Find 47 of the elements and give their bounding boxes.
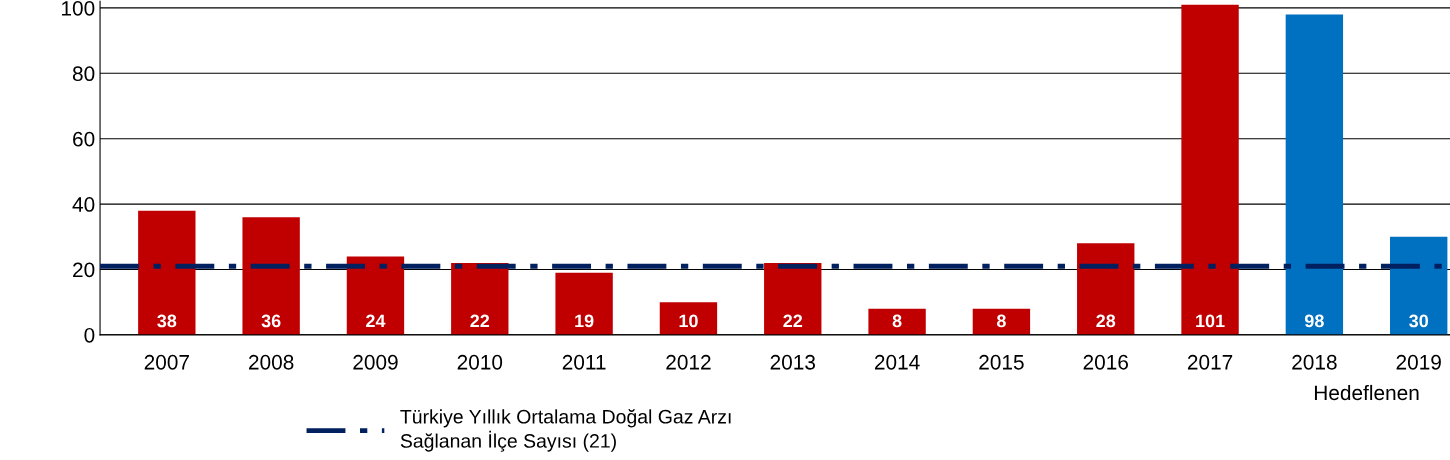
data-label: 101 — [1196, 314, 1225, 328]
bar — [1077, 243, 1135, 335]
data-label: 38 — [157, 314, 177, 328]
y-tick-label: 40 — [72, 197, 95, 212]
x-tick-label: 2008 — [249, 354, 294, 370]
bar — [1285, 14, 1344, 335]
x-tick-label: 2013 — [770, 354, 816, 370]
data-label: 19 — [575, 314, 594, 328]
x-tick-label: 2018 — [1292, 354, 1337, 370]
bar — [764, 262, 822, 335]
x-tick-label: 2014 — [874, 354, 920, 370]
data-label: 24 — [366, 314, 386, 328]
x-tick-label: 2011 — [562, 354, 606, 370]
x-tick-label: 2012 — [666, 354, 711, 370]
bar — [972, 308, 1031, 335]
data-label: 10 — [679, 314, 698, 328]
x-tick-label: 2015 — [979, 354, 1024, 370]
data-label: 98 — [1304, 314, 1324, 328]
bar — [555, 272, 613, 335]
text: Hedeflenen — [1314, 384, 1419, 401]
y-tick-label: 60 — [73, 131, 95, 147]
y-tick-label: 20 — [73, 262, 95, 278]
bar — [659, 302, 718, 335]
x-tick-label: 2016 — [1083, 354, 1128, 370]
y-tick-label: 80 — [72, 66, 95, 82]
data-label: 28 — [1096, 314, 1116, 328]
bar — [868, 308, 926, 335]
data-label: 8 — [892, 314, 902, 328]
x-tick-label: 2007 — [144, 354, 189, 370]
bar — [1390, 236, 1448, 335]
bar — [138, 210, 196, 335]
data-label: 30 — [1409, 314, 1429, 328]
data-label: 8 — [996, 314, 1006, 328]
bar — [346, 256, 405, 335]
x-tick-label: 2019 — [1396, 354, 1441, 370]
y-tick-label: 0 — [84, 327, 95, 343]
data-label: 22 — [783, 314, 803, 328]
legend-label: Türkiye Yıllık Ortalama Doğal Gaz Arzı Sağlanan İlçe Sayısı (21) — [400, 409, 731, 452]
data-label: 36 — [261, 314, 281, 328]
bar — [1181, 4, 1239, 335]
bar — [242, 217, 300, 335]
x-tick-label: 2009 — [353, 354, 398, 370]
x-tick-label: 2017 — [1187, 354, 1233, 370]
bar — [451, 262, 509, 335]
data-label: 22 — [470, 314, 490, 328]
y-tick-label: 100 — [62, 0, 95, 16]
x-tick-label: 2010 — [457, 354, 503, 370]
